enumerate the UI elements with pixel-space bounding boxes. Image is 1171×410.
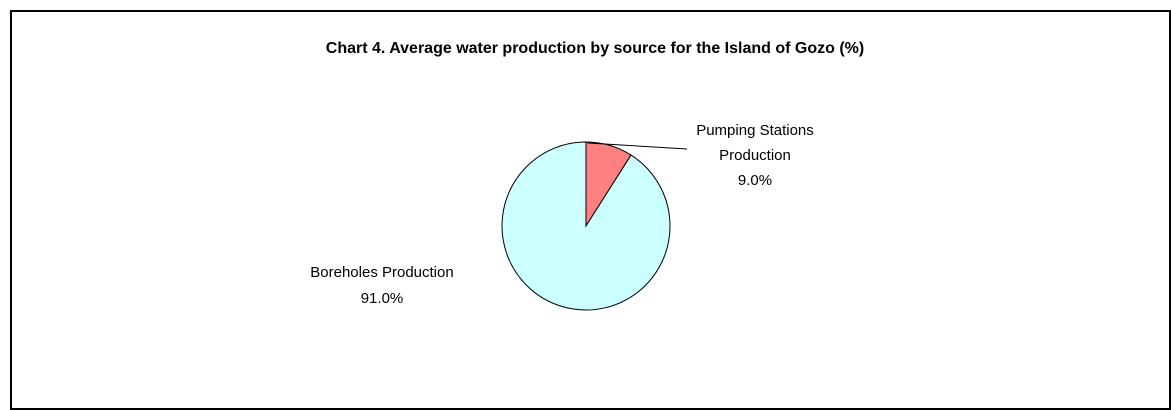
slice-label-pumping-line1: Pumping Stations <box>696 122 814 139</box>
pie-slices <box>501 141 671 311</box>
slice-label-pumping-line2: Production <box>719 147 791 164</box>
pie-slice-boreholes <box>501 141 671 311</box>
slice-value-boreholes: 91.0% <box>361 290 404 307</box>
leader-line <box>587 142 688 150</box>
slice-value-pumping: 9.0% <box>738 172 772 189</box>
slice-label-boreholes: Boreholes Production <box>310 264 453 281</box>
chart-title: Chart 4. Average water production by sou… <box>326 40 864 57</box>
